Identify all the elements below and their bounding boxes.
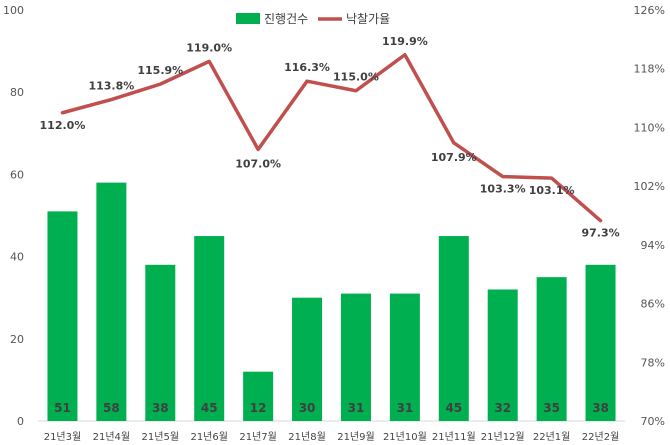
rate-data-label: 103.1%	[529, 184, 575, 197]
legend-label-bar: 진행건수	[264, 11, 308, 26]
bar	[340, 293, 371, 421]
category-tick-label: 22년2월	[582, 431, 620, 443]
left-tick-label: 40	[10, 251, 24, 264]
category-tick-label: 21년8월	[288, 431, 326, 443]
bar-data-label: 12	[250, 401, 267, 415]
bar	[585, 264, 616, 421]
right-tick-label: 78%	[641, 356, 665, 369]
category-tick-label: 21년4월	[93, 431, 131, 443]
category-tick-label: 21년10월	[383, 431, 427, 443]
left-axis: 0 20 40 60 80 100	[3, 4, 24, 428]
plot-area: 51 58 38 45 12 30 31 31 45 32 35 38112.0%113.8%115.…	[38, 35, 625, 422]
bar	[487, 289, 518, 421]
rate-data-label: 115.0%	[333, 71, 379, 84]
rate-data-label: 119.0%	[186, 41, 232, 54]
bar-data-label: 32	[494, 401, 511, 415]
rate-data-label: 97.3%	[581, 227, 619, 240]
bar	[292, 297, 323, 421]
rate-data-label: 107.9%	[431, 151, 477, 164]
category-tick-label: 21년3월	[44, 431, 82, 443]
rate-data-label: 116.3%	[284, 61, 330, 74]
rate-data-label: 119.9%	[382, 35, 428, 48]
bar	[438, 236, 469, 421]
category-tick-label: 21년12월	[481, 431, 525, 443]
category-tick-label: 22년1월	[533, 431, 571, 443]
right-tick-label: 94%	[641, 239, 665, 252]
left-tick-label: 60	[10, 168, 24, 181]
rate-data-label: 115.9%	[137, 64, 183, 77]
left-tick-label: 100	[3, 4, 24, 17]
right-axis: 70% 78% 86% 94% 102% 110% 118% 126%	[634, 4, 665, 428]
rate-data-label: 112.0%	[40, 119, 86, 132]
category-tick-label: 21년5월	[142, 431, 180, 443]
rate-data-label: 113.8%	[88, 80, 134, 93]
left-tick-label: 20	[10, 333, 24, 346]
bar-data-label: 38	[152, 401, 169, 415]
legend: 진행건수 낙찰가율	[236, 11, 390, 26]
bar-data-label: 51	[54, 401, 71, 415]
bar	[389, 293, 420, 421]
category-tick-label: 21년7월	[239, 431, 277, 443]
bar-data-label: 30	[299, 401, 316, 415]
bar	[243, 371, 274, 421]
bar	[47, 211, 78, 421]
bar-data-label: 38	[592, 401, 609, 415]
legend-label-line: 낙찰가율	[346, 12, 390, 26]
bar-data-label: 31	[348, 401, 365, 415]
right-tick-label: 126%	[634, 4, 665, 17]
bar	[536, 277, 567, 421]
bar-data-label: 45	[201, 401, 218, 415]
rate-line	[60, 53, 603, 223]
left-tick-label: 80	[10, 86, 24, 99]
bar	[145, 264, 176, 421]
right-tick-label: 86%	[641, 298, 665, 311]
bar	[194, 236, 225, 421]
right-tick-label: 118%	[634, 63, 665, 76]
x-axis: 21년3월 21년4월 21년5월 21년6월 21년7월 21년8월 21년9월 21년10…	[44, 431, 620, 443]
category-tick-label: 21년9월	[337, 431, 375, 443]
bar-data-label: 31	[397, 401, 414, 415]
bar-data-label: 35	[543, 401, 560, 415]
bar-data-label: 45	[445, 401, 462, 415]
right-tick-label: 70%	[641, 415, 665, 428]
legend-swatch-bar	[236, 13, 260, 24]
category-tick-label: 21년6월	[190, 431, 228, 443]
bar-data-label: 58	[103, 401, 120, 415]
right-tick-label: 102%	[634, 180, 665, 193]
rate-data-label: 103.3%	[480, 183, 526, 196]
rate-data-label: 107.0%	[235, 157, 281, 170]
category-tick-label: 21년11월	[432, 431, 476, 443]
bar	[96, 182, 127, 421]
right-tick-label: 110%	[634, 121, 665, 134]
left-tick-label: 0	[17, 415, 24, 428]
